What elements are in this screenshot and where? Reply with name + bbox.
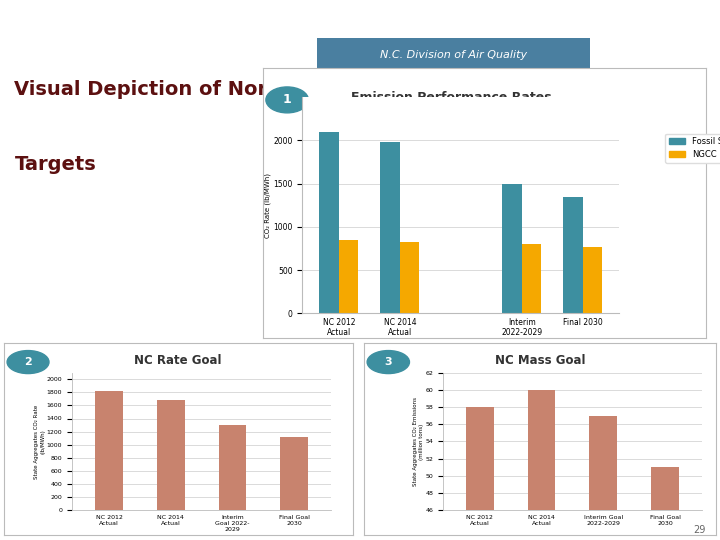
Bar <box>320 132 339 313</box>
Y-axis label: CO₂ Rate (lb/MWh): CO₂ Rate (lb/MWh) <box>264 173 271 238</box>
Text: Targets: Targets <box>14 154 96 173</box>
Bar <box>651 467 679 540</box>
Legend: Fossil Steam, NGCC: Fossil Steam, NGCC <box>665 134 720 163</box>
Bar <box>466 407 494 540</box>
Text: NC Mass Goal: NC Mass Goal <box>495 354 585 367</box>
Bar <box>582 247 602 313</box>
Bar <box>528 390 555 540</box>
Text: NC Rate Goal: NC Rate Goal <box>135 354 222 367</box>
Bar <box>503 184 522 313</box>
Bar <box>339 240 359 313</box>
Bar <box>280 437 308 510</box>
Text: 29: 29 <box>693 524 706 535</box>
Circle shape <box>367 350 410 374</box>
Bar <box>400 242 419 313</box>
Bar <box>590 416 617 540</box>
Text: 3: 3 <box>384 357 392 367</box>
Bar <box>157 400 184 510</box>
Text: North Carolina Department of Environment and Natural Resources: North Carolina Department of Environment… <box>8 13 296 22</box>
Circle shape <box>266 87 308 113</box>
Text: Visual Depiction of North Carolina’s: Visual Depiction of North Carolina’s <box>14 80 408 99</box>
Text: Emission Performance Rates: Emission Performance Rates <box>351 91 552 104</box>
Text: N.C. Division of Air Quality: N.C. Division of Air Quality <box>380 50 527 59</box>
Bar <box>95 391 123 510</box>
Text: 2: 2 <box>24 357 32 367</box>
Y-axis label: State Aggregates CO₂ Emissions
(million tons): State Aggregates CO₂ Emissions (million … <box>413 397 424 486</box>
Circle shape <box>7 350 49 374</box>
Bar <box>563 198 582 313</box>
Y-axis label: State Aggregates CO₂ Rate
(lb/MWh): State Aggregates CO₂ Rate (lb/MWh) <box>35 404 45 478</box>
FancyBboxPatch shape <box>317 38 590 73</box>
Bar <box>522 244 541 313</box>
Bar <box>219 425 246 510</box>
Text: 1: 1 <box>283 93 292 106</box>
Bar <box>380 142 400 313</box>
